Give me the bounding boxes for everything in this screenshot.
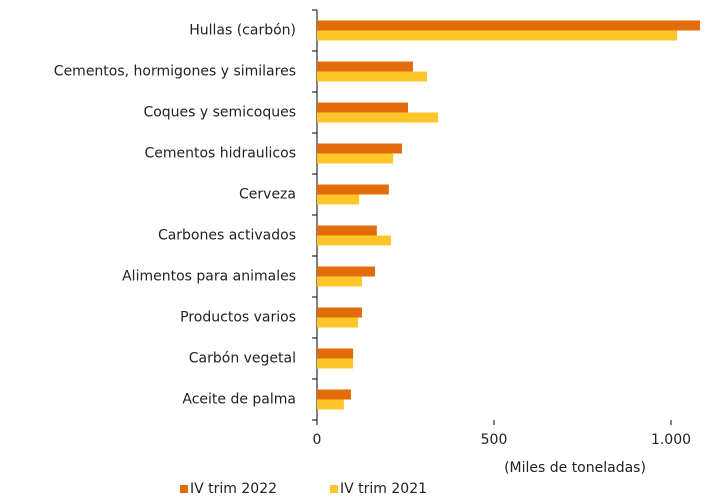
- x-tick-label: 0: [313, 432, 322, 448]
- y-tick-label: Cerveza: [239, 187, 296, 203]
- bar: [317, 71, 428, 82]
- bar: [317, 317, 359, 328]
- bar: [317, 389, 351, 400]
- y-tick-label: Aceite de palma: [182, 392, 296, 408]
- bar: [317, 102, 408, 113]
- legend-swatch: [180, 485, 188, 493]
- y-tick-label: Cementos, hormigones y similares: [54, 64, 296, 80]
- x-axis-label: (Miles de toneladas): [504, 460, 646, 476]
- bar: [317, 399, 344, 410]
- bar: [317, 20, 701, 31]
- legend-label: IV trim 2022: [190, 481, 277, 497]
- y-tick-label: Carbones activados: [158, 228, 296, 244]
- y-tick-label: Alimentos para animales: [122, 269, 296, 285]
- legend-swatch: [330, 485, 338, 493]
- bar: [317, 30, 678, 41]
- bar: [317, 266, 376, 277]
- y-tick-label: Coques y semicoques: [143, 105, 296, 121]
- x-tick-label: 1.000: [651, 432, 691, 448]
- bar: [317, 194, 360, 205]
- bar: [317, 153, 394, 164]
- x-tick-label: 500: [481, 432, 508, 448]
- bar: [317, 225, 377, 236]
- bar: [317, 61, 413, 72]
- bar: [317, 184, 389, 195]
- bar: [317, 235, 391, 246]
- y-tick-label: Cementos hidraulicos: [144, 146, 296, 162]
- bar: [317, 276, 362, 287]
- bar: [317, 348, 354, 359]
- y-tick-label: Productos varios: [180, 310, 296, 326]
- y-tick-label: Carbón vegetal: [189, 351, 296, 367]
- y-tick-label: Hullas (carbón): [189, 23, 296, 39]
- bar: [317, 307, 362, 318]
- bar: [317, 143, 402, 154]
- legend-label: IV trim 2021: [340, 481, 427, 497]
- bar: [317, 358, 354, 369]
- bar: [317, 112, 439, 123]
